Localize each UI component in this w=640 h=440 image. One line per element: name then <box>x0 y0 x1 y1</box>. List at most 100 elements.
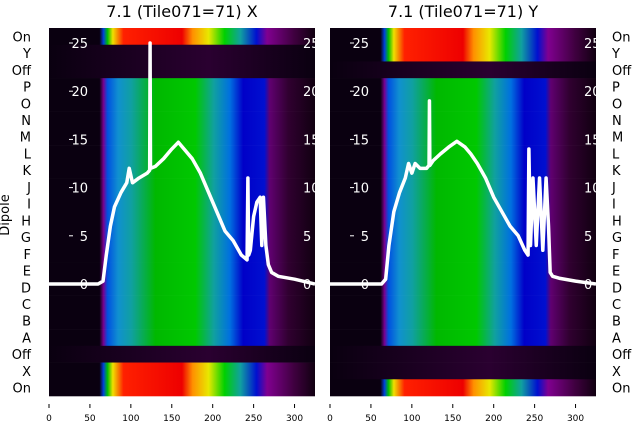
panel-title: 7.1 (Tile071=71) X <box>106 2 257 21</box>
row-label: C <box>612 298 621 313</box>
row-label: X <box>22 365 31 380</box>
panel-0: 7.1 (Tile071=71) X On Y Off PONMLKJIHGFEDCBA… <box>12 2 320 424</box>
heatmap-row-Off <box>49 345 315 363</box>
row-label: K <box>22 164 31 179</box>
row-label: On <box>13 382 31 397</box>
overlay-tick-label: 15 <box>352 133 369 148</box>
row-label: E <box>23 265 31 280</box>
row-label: F <box>24 248 31 263</box>
row-label: Off <box>12 64 32 79</box>
row-label: L <box>612 147 620 162</box>
row-label: Y <box>22 47 31 62</box>
heatmap-row-O <box>330 94 596 112</box>
overlay-tick-label-right: 20 <box>584 85 601 100</box>
overlay-tick-label: 15 <box>71 133 88 148</box>
row-label: Off <box>12 348 32 363</box>
x-tick-label: 0 <box>327 414 333 424</box>
row-label: B <box>612 315 621 330</box>
row-label: N <box>21 114 31 129</box>
overlay-tick-label-right: 15 <box>303 133 320 148</box>
row-label: On <box>612 30 630 45</box>
row-label: J <box>611 181 616 196</box>
row-label: O <box>612 97 622 112</box>
overlay-tick-label: 20 <box>352 85 369 100</box>
overlay-tick-label-right: 15 <box>584 133 601 148</box>
x-tick-label: 100 <box>403 414 420 424</box>
heatmap-row-G <box>49 228 315 246</box>
heatmap-row-C <box>49 295 315 313</box>
heatmap-row-J <box>330 178 596 196</box>
overlay-tick-label-right: 25 <box>303 37 320 52</box>
row-label: H <box>21 214 31 229</box>
heatmap-row-On <box>49 379 315 397</box>
heatmap-row-B <box>49 312 315 330</box>
row-label: X <box>612 365 621 380</box>
heatmap-row-D <box>330 278 596 296</box>
row-label: A <box>612 331 621 346</box>
heatmap-row-X <box>49 362 315 380</box>
row-label: F <box>612 248 619 263</box>
heatmap-row-F <box>330 245 596 263</box>
row-label: H <box>612 214 622 229</box>
row-label: On <box>13 30 31 45</box>
heatmap-row-K <box>49 161 315 179</box>
overlay-tick-label: 25 <box>352 37 369 52</box>
heatmap-row-On <box>330 379 596 397</box>
x-tick-label: 50 <box>84 414 96 424</box>
heatmap-row-B <box>330 312 596 330</box>
heatmap-row-O <box>49 94 315 112</box>
row-label: J <box>26 181 31 196</box>
row-label: Off <box>612 64 632 79</box>
heatmap-row-On <box>330 28 596 46</box>
overlay-tick-label: 5 <box>80 230 88 245</box>
row-label: D <box>21 281 31 296</box>
row-label: O <box>21 97 31 112</box>
heatmap-row-I <box>49 195 315 213</box>
heatmap-row-J <box>49 178 315 196</box>
row-label: I <box>27 198 31 213</box>
overlay-tick-label: 10 <box>71 182 88 197</box>
panel-title: 7.1 (Tile071=71) Y <box>388 2 538 21</box>
x-tick-label: 150 <box>444 414 461 424</box>
heatmap-row-N <box>49 111 315 129</box>
row-label: D <box>612 281 622 296</box>
row-label: L <box>24 147 32 162</box>
heatmap-row-Off <box>330 61 596 79</box>
overlay-tick-label: 25 <box>71 37 88 52</box>
overlay-tick-label-right: 5 <box>584 230 592 245</box>
row-label: G <box>612 231 622 246</box>
row-label: P <box>612 81 620 96</box>
overlay-tick-label-right: 0 <box>303 278 311 293</box>
row-label: P <box>23 81 31 96</box>
x-tick-label: 300 <box>567 414 584 424</box>
heatmap-row-G <box>330 228 596 246</box>
heatmap-row-E <box>330 262 596 280</box>
row-label: Off <box>612 348 632 363</box>
panel-1: 7.1 (Tile071=71) Y On Y Off PONMLKJIHGFEDCBA… <box>327 2 632 424</box>
heatmap-row-X <box>330 362 596 380</box>
overlay-tick-label-right: 25 <box>584 37 601 52</box>
row-label: C <box>22 298 31 313</box>
overlay-line <box>330 99 596 286</box>
row-label: E <box>612 265 620 280</box>
overlay-tick-label: 20 <box>71 85 88 100</box>
x-tick-label: 200 <box>485 414 502 424</box>
overlay-tick-label-right: 5 <box>303 230 311 245</box>
row-label: B <box>22 315 31 330</box>
heatmap-row-P <box>330 78 596 96</box>
row-label: N <box>612 114 622 129</box>
overlay-tick-label: 5 <box>361 230 369 245</box>
heatmap-row-C <box>330 295 596 313</box>
x-tick-label: 250 <box>526 414 543 424</box>
row-label: I <box>612 198 616 213</box>
heatmap-row-D <box>49 278 315 296</box>
x-tick-label: 300 <box>286 414 303 424</box>
x-tick-label: 250 <box>245 414 262 424</box>
heatmap-row-E <box>49 262 315 280</box>
overlay-tick-label-right: 10 <box>303 182 320 197</box>
y-axis-label: Dipole <box>0 194 13 235</box>
x-tick-label: 150 <box>163 414 180 424</box>
